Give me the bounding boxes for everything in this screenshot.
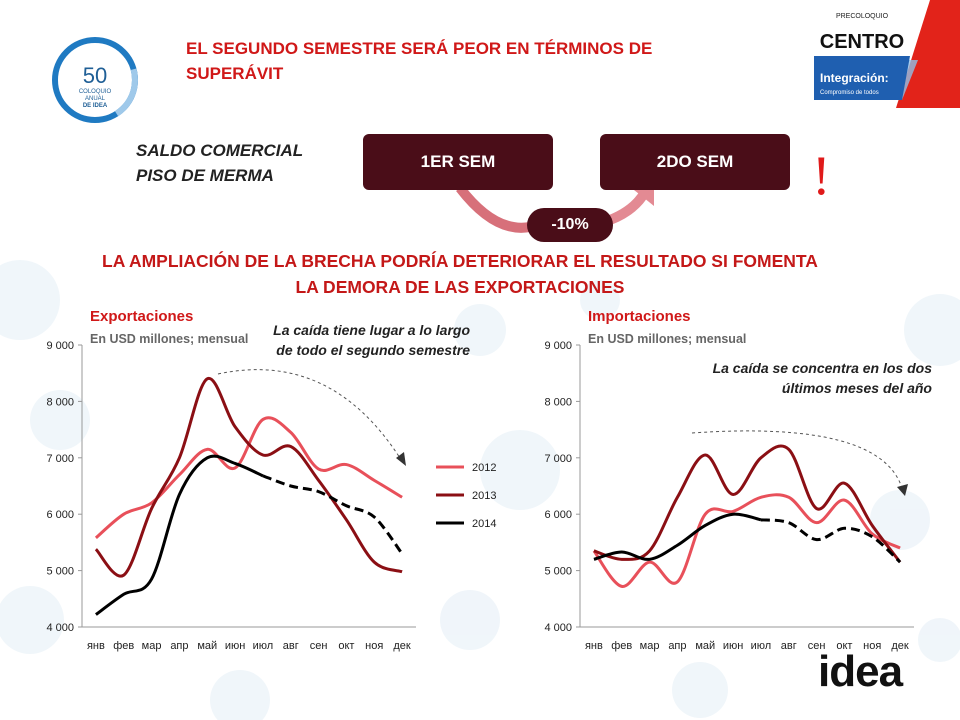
x-tick-label: июл <box>751 640 772 652</box>
legend-label-2012: 2012 <box>472 462 496 474</box>
legend-label-2013: 2013 <box>472 490 496 502</box>
logo-precoloquio: PRECOLOQUIO <box>836 13 889 20</box>
x-tick-label: мар <box>640 640 660 652</box>
trend-arrow <box>217 369 401 459</box>
x-tick-label: май <box>695 640 715 652</box>
x-tick-label: окт <box>338 640 354 652</box>
x-tick-label: июн <box>225 640 245 652</box>
x-tick-label: фев <box>611 640 632 652</box>
logo-integracion: Integración: <box>820 71 889 85</box>
x-tick-label: янв <box>87 640 105 652</box>
trend-arrow-head <box>396 452 406 466</box>
subtitle-line-1: SALDO COMERCIAL <box>136 141 304 160</box>
headline: LA AMPLIACIÓN DE LA BRECHA PODRÍA DETERI… <box>40 248 880 300</box>
second-semester-box: 2DO SEM <box>600 134 790 190</box>
change-badge: -10% <box>527 208 613 242</box>
x-tick-label: мар <box>142 640 162 652</box>
headline-line-2: LA DEMORA DE LAS EXPORTACIONES <box>295 277 625 297</box>
x-tick-label: дек <box>891 640 909 652</box>
imports-chart-subtitle: En USD millones; mensual <box>588 332 747 346</box>
y-tick-label: 5 000 <box>544 566 572 578</box>
logo-text-1: COLOQUIO <box>79 89 112 95</box>
x-tick-label: сен <box>310 640 328 652</box>
x-tick-label: окт <box>836 640 852 652</box>
y-tick-label: 8 000 <box>46 396 74 408</box>
slide-title: EL SEGUNDO SEMESTRE SERÁ PEOR EN TÉRMINO… <box>186 39 653 83</box>
legend-label-2014: 2014 <box>472 518 496 530</box>
imports-annotation: La caída se concentra en los dos últimos… <box>712 360 932 396</box>
series-line-2014-projection <box>760 518 902 564</box>
logo-text-3: DE IDEA <box>83 103 108 109</box>
series-line-2012 <box>592 493 901 588</box>
trend-arrow-head <box>897 484 908 496</box>
first-semester-box: 1ER SEM <box>363 134 553 190</box>
y-tick-label: 7 000 <box>46 453 74 465</box>
exports-chart-title: Exportaciones <box>90 308 194 325</box>
x-tick-label: сен <box>808 640 826 652</box>
y-tick-label: 6 000 <box>544 509 572 521</box>
idea-logo: idea <box>818 647 903 696</box>
x-tick-label: авг <box>781 640 797 652</box>
exports-annotation: La caída tiene lugar a lo largo de todo … <box>273 322 470 358</box>
y-tick-label: 8 000 <box>544 396 572 408</box>
series-line-2014-projection <box>262 474 404 555</box>
logo-text-2: ANUAL <box>85 96 106 102</box>
logo-centro: CENTRO <box>820 31 904 53</box>
precoloquio-centro-logo: PRECOLOQUIO CENTRO Integración: Compromi… <box>814 0 960 108</box>
y-tick-label: 9 000 <box>46 340 74 352</box>
subtitle-line-2: PISO DE MERMA <box>136 166 274 185</box>
x-tick-label: авг <box>283 640 299 652</box>
y-tick-label: 7 000 <box>544 453 572 465</box>
x-tick-label: дек <box>393 640 411 652</box>
imports-chart-title: Importaciones <box>588 308 691 325</box>
y-tick-label: 5 000 <box>46 566 74 578</box>
subtitle: SALDO COMERCIAL PISO DE MERMA <box>136 138 303 188</box>
series-line-2013 <box>94 377 403 578</box>
series-line-2013 <box>593 444 902 564</box>
logo-number: 50 <box>83 63 107 88</box>
y-tick-label: 6 000 <box>46 509 74 521</box>
x-tick-label: апр <box>668 640 686 652</box>
x-tick-label: апр <box>170 640 188 652</box>
x-tick-label: ноя <box>365 640 383 652</box>
x-tick-label: май <box>197 640 217 652</box>
alert-mark: ! <box>812 145 831 207</box>
y-tick-label: 9 000 <box>544 340 572 352</box>
x-tick-label: янв <box>585 640 603 652</box>
coloquio-50-logo: 50 COLOQUIO ANUAL DE IDEA <box>52 37 138 123</box>
series-line-2014 <box>95 454 264 616</box>
headline-line-1: LA AMPLIACIÓN DE LA BRECHA PODRÍA DETERI… <box>102 251 818 271</box>
series-line-2014 <box>593 512 762 561</box>
x-tick-label: июн <box>723 640 743 652</box>
logo-compromiso: Compromiso de todos <box>820 90 879 96</box>
x-tick-label: ноя <box>863 640 881 652</box>
trend-arrow <box>691 430 903 489</box>
x-tick-label: июл <box>253 640 274 652</box>
y-tick-label: 4 000 <box>544 622 572 634</box>
y-tick-label: 4 000 <box>46 622 74 634</box>
exports-chart-subtitle: En USD millones; mensual <box>90 332 249 346</box>
x-tick-label: фев <box>113 640 134 652</box>
